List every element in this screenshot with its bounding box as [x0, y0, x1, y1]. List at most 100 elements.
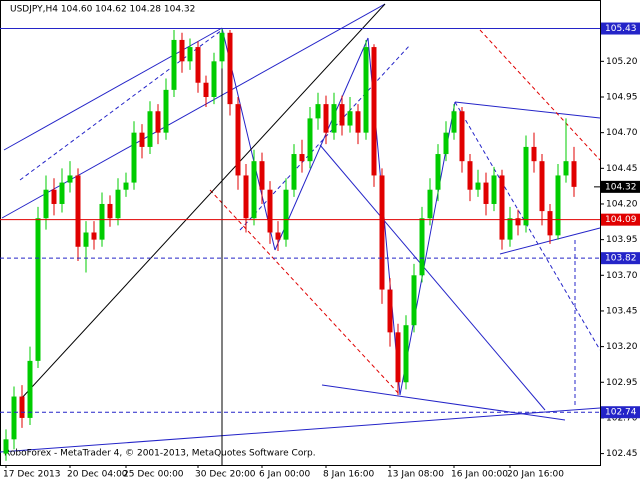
x-tick-label: 16 Jan 00:00 [451, 470, 508, 480]
y-tick-label: 104.45 [606, 164, 638, 174]
candle-body [283, 189, 289, 240]
candle-body [307, 118, 313, 162]
candle-body [147, 111, 153, 147]
x-tick-label: 20 Dec 04:00 [67, 470, 128, 480]
candle-body [251, 161, 257, 219]
y-tick-label: 102.45 [606, 449, 638, 459]
x-tick-label: 17 Dec 2013 [3, 470, 61, 480]
y-tick-label: 103.95 [606, 235, 638, 245]
candle-body [411, 275, 417, 326]
candle-body [363, 47, 369, 133]
candle-body [3, 439, 9, 454]
candle-body [555, 175, 561, 236]
candle-body [523, 146, 529, 226]
y-tick-label: 103.20 [606, 342, 638, 352]
candle-body [403, 325, 409, 383]
y-tick-label: 103.70 [606, 271, 638, 281]
candle-body [387, 289, 393, 333]
y-tick-label: 104.70 [606, 128, 638, 138]
candle-body [211, 61, 217, 97]
candle-body [291, 154, 297, 190]
y-tick-label: 104.20 [606, 199, 638, 209]
candle-body [235, 104, 241, 176]
candle-body [59, 182, 65, 204]
candle-body [547, 211, 553, 236]
candle-body [515, 218, 521, 226]
level-label: 102.74 [605, 408, 637, 418]
candle-body [99, 203, 105, 240]
level-label-bg [601, 22, 640, 35]
candle-body [571, 161, 577, 187]
candle-body [267, 189, 273, 233]
candle-body [491, 175, 497, 204]
candle-body [331, 104, 337, 133]
candle-body [27, 360, 33, 418]
candle-body [531, 146, 537, 162]
candle-body [171, 39, 177, 90]
candle-body [435, 154, 441, 190]
candle-body [43, 189, 49, 219]
candle-body [115, 189, 121, 219]
candle-body [203, 82, 209, 97]
candle-body [139, 132, 145, 147]
x-tick-label: 20 Jan 16:00 [507, 470, 564, 480]
copyright: RoboForex - MetaTrader 4, © 2001-2013, M… [4, 449, 316, 459]
candle-body [379, 175, 385, 290]
candle-body [467, 161, 473, 190]
candle-body [563, 161, 569, 176]
candle-body [275, 232, 281, 240]
x-tick-label: 30 Dec 20:00 [195, 470, 256, 480]
y-tick-label: 102.70 [606, 413, 638, 423]
candle-body [219, 32, 225, 62]
candle-body [499, 175, 505, 240]
y-tick-label: 104.95 [606, 92, 638, 102]
candle-body [395, 332, 401, 383]
candle-body [475, 182, 481, 190]
candle-body [35, 218, 41, 361]
candle-body [155, 111, 161, 133]
candle-body [347, 111, 353, 126]
candle-body [19, 396, 25, 418]
candle-body [539, 161, 545, 212]
candle-body [459, 111, 465, 162]
current-price-bg [601, 180, 640, 193]
candle-body [51, 189, 57, 204]
candle-body [75, 175, 81, 247]
candle-body [371, 47, 377, 176]
level-label-bg [601, 213, 640, 226]
candle-body [227, 32, 233, 105]
candle-body [443, 132, 449, 155]
candle-body [107, 203, 113, 219]
candle-body [507, 218, 513, 240]
candle-body [339, 104, 345, 126]
candle-body [163, 89, 169, 133]
candle-body [187, 47, 193, 62]
candle-body [195, 47, 201, 83]
candle-body [315, 104, 321, 119]
candle-body [67, 175, 73, 183]
level-label: 105.43 [605, 24, 637, 34]
x-tick-label: 13 Jan 08:00 [387, 470, 444, 480]
candle-body [419, 218, 425, 276]
candle-body [355, 111, 361, 133]
candle-body [427, 189, 433, 219]
candle-body [259, 161, 265, 190]
y-tick-label: 103.45 [606, 306, 638, 316]
candle-body [299, 154, 305, 162]
level-label-bg [601, 252, 640, 265]
current-price-label: 104.32 [605, 182, 637, 192]
level-label: 103.82 [605, 254, 637, 264]
candle-body [91, 232, 97, 240]
candle-body [179, 39, 185, 62]
candle-body [11, 396, 17, 440]
x-tick-label: 8 Jan 16:00 [323, 470, 375, 480]
y-tick-label: 102.95 [606, 378, 638, 388]
x-tick-label: 6 Jan 00:00 [259, 470, 311, 480]
candle-body [451, 111, 457, 133]
x-tick-label: 25 Dec 00:00 [123, 470, 184, 480]
y-tick-label: 105.20 [606, 57, 638, 67]
candle-body [243, 175, 249, 219]
level-label-bg [601, 406, 640, 419]
candle-body [131, 132, 137, 183]
